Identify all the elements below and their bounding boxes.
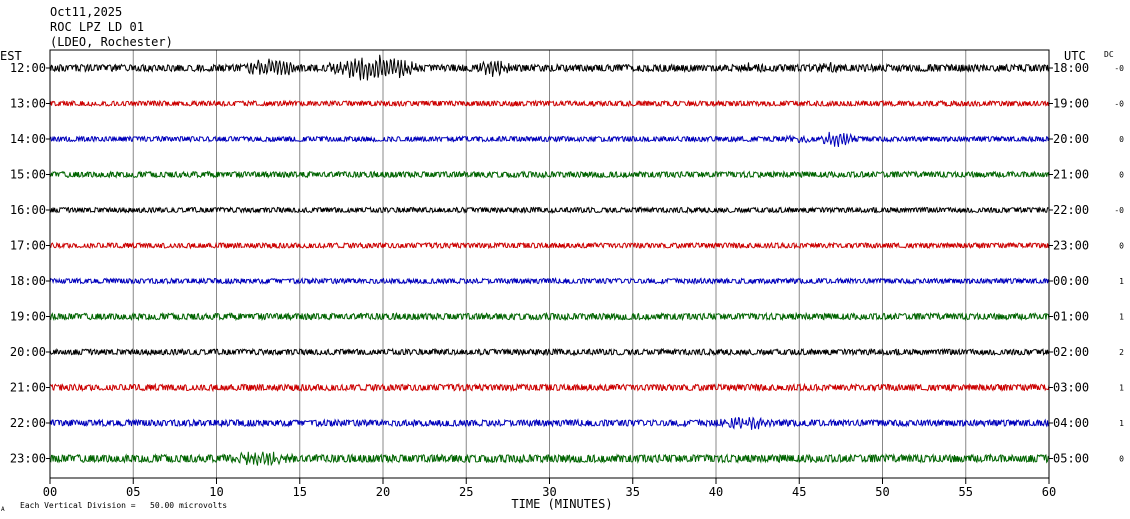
x-tick-label: 05: [126, 485, 140, 499]
utc-time-label: 21:00: [1053, 168, 1089, 182]
seismic-trace: [49, 416, 1050, 430]
est-time-label: 23:00: [10, 452, 46, 466]
x-tick-label: 20: [376, 485, 390, 499]
utc-time-label: 03:00: [1053, 381, 1089, 395]
seismic-trace: [49, 170, 1050, 179]
est-time-label: 21:00: [10, 381, 46, 395]
seismic-trace: [49, 347, 1050, 357]
est-time-label: 17:00: [10, 239, 46, 253]
utc-time-label: 02:00: [1053, 345, 1089, 359]
est-time-label: 19:00: [10, 310, 46, 324]
dc-offset-label: 1: [1119, 384, 1124, 393]
est-time-label: 14:00: [10, 132, 46, 146]
utc-time-label: 23:00: [1053, 239, 1089, 253]
utc-time-label: 19:00: [1053, 97, 1089, 111]
dc-header-label: DC: [1104, 50, 1114, 59]
left-timezone-label: EST: [0, 49, 22, 63]
x-tick-label: 35: [626, 485, 640, 499]
est-time-label: 12:00: [10, 61, 46, 75]
utc-time-label: 00:00: [1053, 274, 1089, 288]
dc-offset-label: -0: [1114, 64, 1124, 73]
x-tick-label: 55: [959, 485, 973, 499]
dc-offset-label: 2: [1119, 348, 1124, 357]
row-labels: 12:00 18:00 -0 13:00 19:00 -0 14:00 20:00 0 15:00…: [10, 61, 1124, 466]
seismic-trace: [49, 311, 1050, 322]
seismic-trace: [49, 99, 1050, 108]
network-label: (LDEO, Rochester): [50, 35, 173, 49]
x-axis-ticks: 00 05 10 15 20 25 30 35 40 45 50 55 60: [43, 478, 1056, 499]
x-axis-title: TIME (MINUTES): [511, 497, 612, 511]
dc-offset-label: -0: [1114, 206, 1124, 215]
seismic-trace: [49, 451, 1049, 467]
dc-offset-label: -0: [1114, 100, 1124, 109]
x-tick-label: 30: [542, 485, 556, 499]
date-label: Oct11,2025: [50, 5, 122, 19]
dc-offset-label: 1: [1119, 419, 1124, 428]
est-time-label: 20:00: [10, 345, 46, 359]
seismic-trace: [49, 382, 1050, 393]
est-time-label: 16:00: [10, 203, 46, 217]
x-tick-label: 50: [875, 485, 889, 499]
dc-offset-label: 1: [1119, 277, 1124, 286]
x-tick-label: 10: [209, 485, 223, 499]
utc-time-label: 22:00: [1053, 203, 1089, 217]
utc-time-label: 04:00: [1053, 416, 1089, 430]
seismic-trace: [49, 54, 1049, 81]
x-tick-label: 45: [792, 485, 806, 499]
scale-note: Each Vertical Division = 50.00 microvolt…: [20, 501, 227, 510]
seismic-trace: [49, 276, 1050, 285]
seismic-trace: [49, 206, 1050, 214]
x-tick-label: 60: [1042, 485, 1056, 499]
utc-time-label: 20:00: [1053, 132, 1089, 146]
utc-time-label: 18:00: [1053, 61, 1089, 75]
dc-offset-label: 0: [1119, 135, 1124, 144]
dc-offset-label: 1: [1119, 313, 1124, 322]
seismic-trace: [49, 241, 1050, 250]
est-time-label: 13:00: [10, 97, 46, 111]
corner-mark: A: [1, 506, 5, 513]
seismic-trace: [49, 131, 1050, 147]
x-tick-label: 25: [459, 485, 473, 499]
utc-time-label: 01:00: [1053, 310, 1089, 324]
dc-offset-label: 0: [1119, 455, 1124, 464]
trace-group: [49, 54, 1050, 467]
x-tick-label: 40: [709, 485, 723, 499]
right-timezone-label: UTC: [1064, 49, 1086, 63]
station-label: ROC LPZ LD 01: [50, 20, 144, 34]
est-time-label: 22:00: [10, 416, 46, 430]
x-tick-label: 15: [293, 485, 307, 499]
time-grid: [132, 50, 967, 478]
x-tick-label: 00: [43, 485, 57, 499]
est-time-label: 15:00: [10, 168, 46, 182]
utc-time-label: 05:00: [1053, 452, 1089, 466]
dc-offset-label: 0: [1119, 242, 1124, 251]
dc-offset-label: 0: [1119, 171, 1124, 180]
est-time-label: 18:00: [10, 274, 46, 288]
